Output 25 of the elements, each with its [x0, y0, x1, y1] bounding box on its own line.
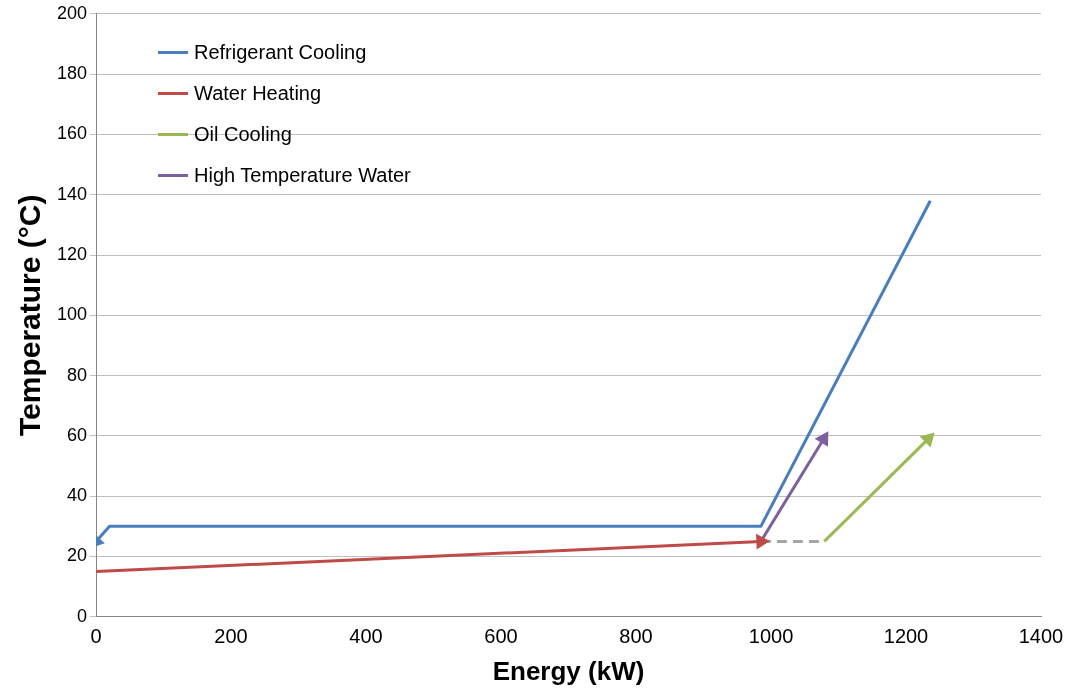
x-tick-label: 1000 [748, 625, 794, 648]
x-tick-label: 0 [90, 625, 102, 648]
x-tick-label: 1200 [883, 625, 929, 648]
legend-label: Refrigerant Cooling [194, 40, 367, 64]
x-tick-label: 200 [214, 625, 248, 648]
y-tick-label: 20 [67, 545, 88, 566]
y-tick-label: 120 [56, 243, 88, 264]
x-tick-label: 400 [349, 625, 383, 648]
y-tick-label: 100 [56, 304, 88, 325]
x-tick-label: 1400 [1018, 625, 1064, 648]
legend-label: Oil Cooling [194, 122, 292, 146]
legend-label: Water Heating [194, 81, 322, 105]
x-tick-label: 800 [619, 625, 653, 648]
x-tick-label: 600 [484, 625, 518, 648]
y-tick-label: 140 [56, 183, 88, 204]
legend-label: High Temperature Water [194, 163, 411, 187]
y-tick-label: 40 [67, 485, 88, 506]
y-tick-label: 200 [56, 2, 88, 23]
y-tick-label: 60 [67, 424, 88, 445]
y-tick-label: 160 [56, 123, 88, 144]
y-tick-label: 180 [56, 63, 88, 84]
y-axis-title: Temperature (°C) [13, 194, 47, 437]
y-tick-label: 0 [77, 605, 88, 626]
x-axis-title: Energy (kW) [492, 655, 645, 686]
y-tick-label: 80 [67, 364, 88, 385]
